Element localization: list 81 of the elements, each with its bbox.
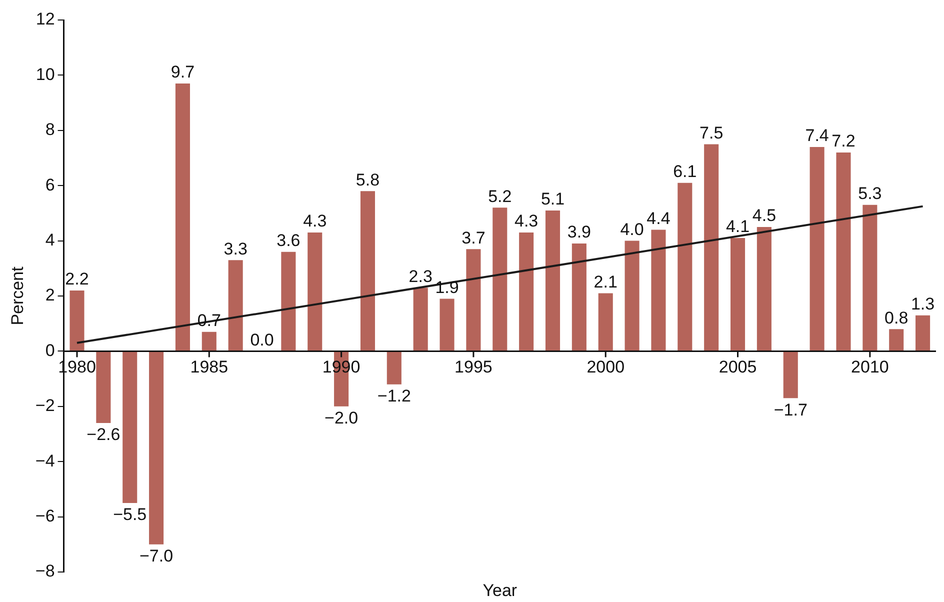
- data-label: −1.7: [774, 400, 808, 420]
- y-tick-label: 8: [45, 120, 55, 140]
- bar: [545, 210, 560, 351]
- data-label: −2.0: [324, 408, 358, 428]
- bar: [228, 260, 243, 351]
- data-label: 4.3: [303, 212, 327, 231]
- bar: [651, 230, 666, 351]
- data-label: −7.0: [140, 546, 174, 566]
- bar: [202, 332, 216, 351]
- y-tick-label: 6: [45, 175, 55, 194]
- y-tick-label: 10: [36, 64, 55, 84]
- bar: [730, 238, 746, 351]
- y-tick-label: 4: [45, 230, 55, 250]
- data-label: 0.0: [250, 330, 274, 350]
- data-label: 5.8: [356, 170, 380, 190]
- bar: [704, 144, 719, 351]
- bar: [889, 329, 904, 351]
- bar: [916, 315, 930, 351]
- bar: [783, 352, 798, 398]
- bar: [175, 83, 190, 351]
- data-label: 7.4: [805, 126, 829, 146]
- data-label: 5.3: [858, 184, 882, 204]
- bar: [281, 252, 296, 351]
- y-tick-label: 12: [36, 10, 55, 29]
- bar: [756, 227, 772, 351]
- data-label: 3.7: [462, 228, 486, 248]
- y-tick-label: −8: [35, 562, 55, 581]
- data-label: 3.3: [224, 239, 248, 258]
- bar: [519, 232, 534, 351]
- data-label: 5.2: [488, 186, 512, 206]
- x-tick-label: 1995: [454, 357, 492, 376]
- data-label: 4.4: [646, 208, 670, 228]
- bar: [96, 352, 111, 423]
- data-label: −1.2: [377, 386, 411, 406]
- data-label: 4.1: [726, 217, 750, 236]
- y-tick-label: −6: [35, 506, 55, 526]
- bar: [572, 244, 586, 351]
- data-label: 3.9: [567, 222, 592, 242]
- data-label: −2.6: [86, 425, 120, 444]
- bar: [678, 182, 692, 351]
- data-label: 1.9: [435, 278, 459, 297]
- x-tick-label: 1985: [190, 357, 228, 376]
- data-label: 2.3: [408, 266, 432, 286]
- bar: [70, 290, 84, 351]
- bar: [308, 232, 322, 351]
- data-label: 2.1: [594, 272, 618, 292]
- bar: [413, 288, 428, 351]
- data-label: 3.6: [276, 231, 300, 250]
- y-tick-label: −2: [35, 396, 55, 416]
- data-label: 7.5: [700, 123, 724, 142]
- data-label: 4.5: [752, 206, 776, 226]
- bar: [862, 204, 878, 351]
- y-tick-label: 0: [45, 340, 55, 360]
- data-label: 6.1: [673, 162, 697, 182]
- bar: [624, 240, 640, 351]
- x-tick-label: 2005: [718, 357, 757, 376]
- data-label: 4.3: [514, 212, 538, 231]
- x-tick-label: 2010: [851, 357, 889, 376]
- data-label: 9.7: [170, 62, 195, 82]
- y-axis-title: Percent: [8, 266, 27, 326]
- bar: [440, 298, 454, 351]
- bar: [386, 352, 402, 384]
- bar: [810, 146, 824, 351]
- data-label: 4.0: [620, 220, 644, 239]
- bar: [598, 293, 613, 351]
- data-label: 0.8: [884, 308, 908, 328]
- bar: [466, 249, 481, 351]
- y-tick-label: −4: [35, 451, 55, 470]
- bar: [836, 152, 851, 351]
- bar: [149, 352, 164, 544]
- data-label: 1.3: [910, 294, 935, 314]
- data-label: 7.2: [832, 132, 856, 151]
- data-label: 2.2: [65, 270, 89, 289]
- x-tick-label: 2000: [586, 357, 625, 376]
- data-label: −5.5: [113, 505, 147, 524]
- x-axis-title: Year: [482, 581, 518, 600]
- bar: [360, 191, 376, 351]
- y-tick-label: 2: [45, 286, 55, 305]
- data-label: 5.1: [540, 190, 565, 209]
- bar: [492, 208, 508, 351]
- bar: [122, 352, 138, 503]
